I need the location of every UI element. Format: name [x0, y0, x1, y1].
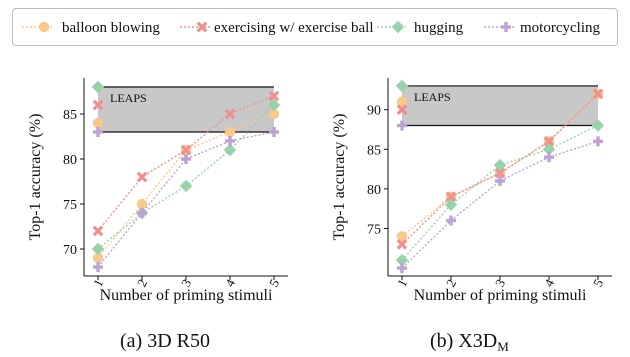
- data-point: [543, 136, 555, 147]
- y-axis-title: Top-1 accuracy (%): [27, 114, 44, 241]
- legend-marker: [501, 22, 511, 32]
- data-point: [180, 144, 192, 156]
- data-point: [93, 262, 103, 272]
- leaps-point: [397, 120, 407, 131]
- leaps-label: LEAPS: [414, 90, 451, 104]
- legend-item: hugging: [377, 20, 464, 36]
- y-tick-label: 80: [63, 153, 77, 168]
- legend-item: balloon blowing: [22, 20, 160, 36]
- data-point: [396, 231, 408, 242]
- data-point: [495, 175, 505, 186]
- y-tick-label: 85: [367, 143, 381, 158]
- legend-item: exercising w/ exercise ball: [180, 20, 374, 36]
- y-tick-label: 75: [63, 198, 77, 213]
- data-point: [136, 171, 148, 183]
- data-point: [493, 158, 507, 172]
- y-tick-label: 80: [367, 183, 381, 198]
- data-point: [395, 253, 409, 267]
- y-tick-label: 85: [63, 108, 77, 123]
- data-point: [267, 98, 281, 112]
- data-point: [592, 88, 604, 100]
- data-point: [444, 198, 458, 211]
- data-point: [268, 108, 280, 120]
- x-axis-title: Number of priming stimuli: [414, 287, 587, 304]
- data-point: [446, 215, 456, 226]
- data-point: [593, 136, 603, 147]
- series-line: [401, 140, 599, 269]
- data-point: [268, 90, 280, 102]
- data-point: [396, 238, 408, 250]
- legend-label: hugging: [414, 20, 464, 36]
- data-point: [137, 208, 147, 218]
- y-axis-title: Top-1 accuracy (%): [331, 114, 348, 241]
- data-point: [136, 198, 148, 210]
- series-line: [401, 93, 599, 245]
- data-point: [179, 179, 193, 193]
- leaps-point: [396, 104, 408, 116]
- data-point: [92, 252, 104, 264]
- data-point: [225, 136, 235, 146]
- legend-item: motorcycling: [484, 20, 600, 36]
- data-point: [397, 263, 407, 274]
- series-line: [97, 131, 275, 268]
- legend-marker: [196, 21, 208, 33]
- y-tick-label: 90: [367, 104, 381, 119]
- leaps-point: [396, 96, 408, 107]
- legend-label: motorcycling: [520, 20, 600, 36]
- data-point: [445, 191, 457, 203]
- leaps-band: [402, 85, 598, 126]
- y-tick-label: 70: [63, 243, 77, 258]
- legend-label: exercising w/ exercise ball: [214, 20, 374, 36]
- data-point: [269, 127, 279, 137]
- data-point: [92, 225, 104, 237]
- leaps-band: [98, 87, 274, 132]
- data-point: [223, 143, 237, 157]
- data-point: [542, 143, 556, 156]
- data-point: [224, 108, 236, 120]
- y-tick-label: 75: [367, 222, 381, 237]
- legend-label: balloon blowing: [62, 20, 160, 36]
- leaps-point: [93, 127, 103, 137]
- data-point: [494, 167, 506, 179]
- leaps-point: [395, 79, 409, 93]
- data-point: [591, 119, 605, 132]
- leaps-point: [91, 80, 105, 94]
- leaps-label: LEAPS: [110, 91, 147, 105]
- chart-legend: [12, 8, 618, 46]
- panel-caption: (a) 3D R50: [120, 330, 210, 352]
- leaps-point: [92, 117, 104, 129]
- data-point: [544, 152, 554, 163]
- data-point: [181, 154, 191, 164]
- legend-marker: [391, 20, 405, 34]
- data-point: [224, 126, 236, 138]
- panel-caption: (b) X3DM: [430, 330, 509, 354]
- legend-marker: [38, 21, 50, 33]
- x-axis-title: Number of priming stimuli: [100, 287, 273, 304]
- leaps-point: [92, 99, 104, 111]
- data-point: [91, 242, 105, 256]
